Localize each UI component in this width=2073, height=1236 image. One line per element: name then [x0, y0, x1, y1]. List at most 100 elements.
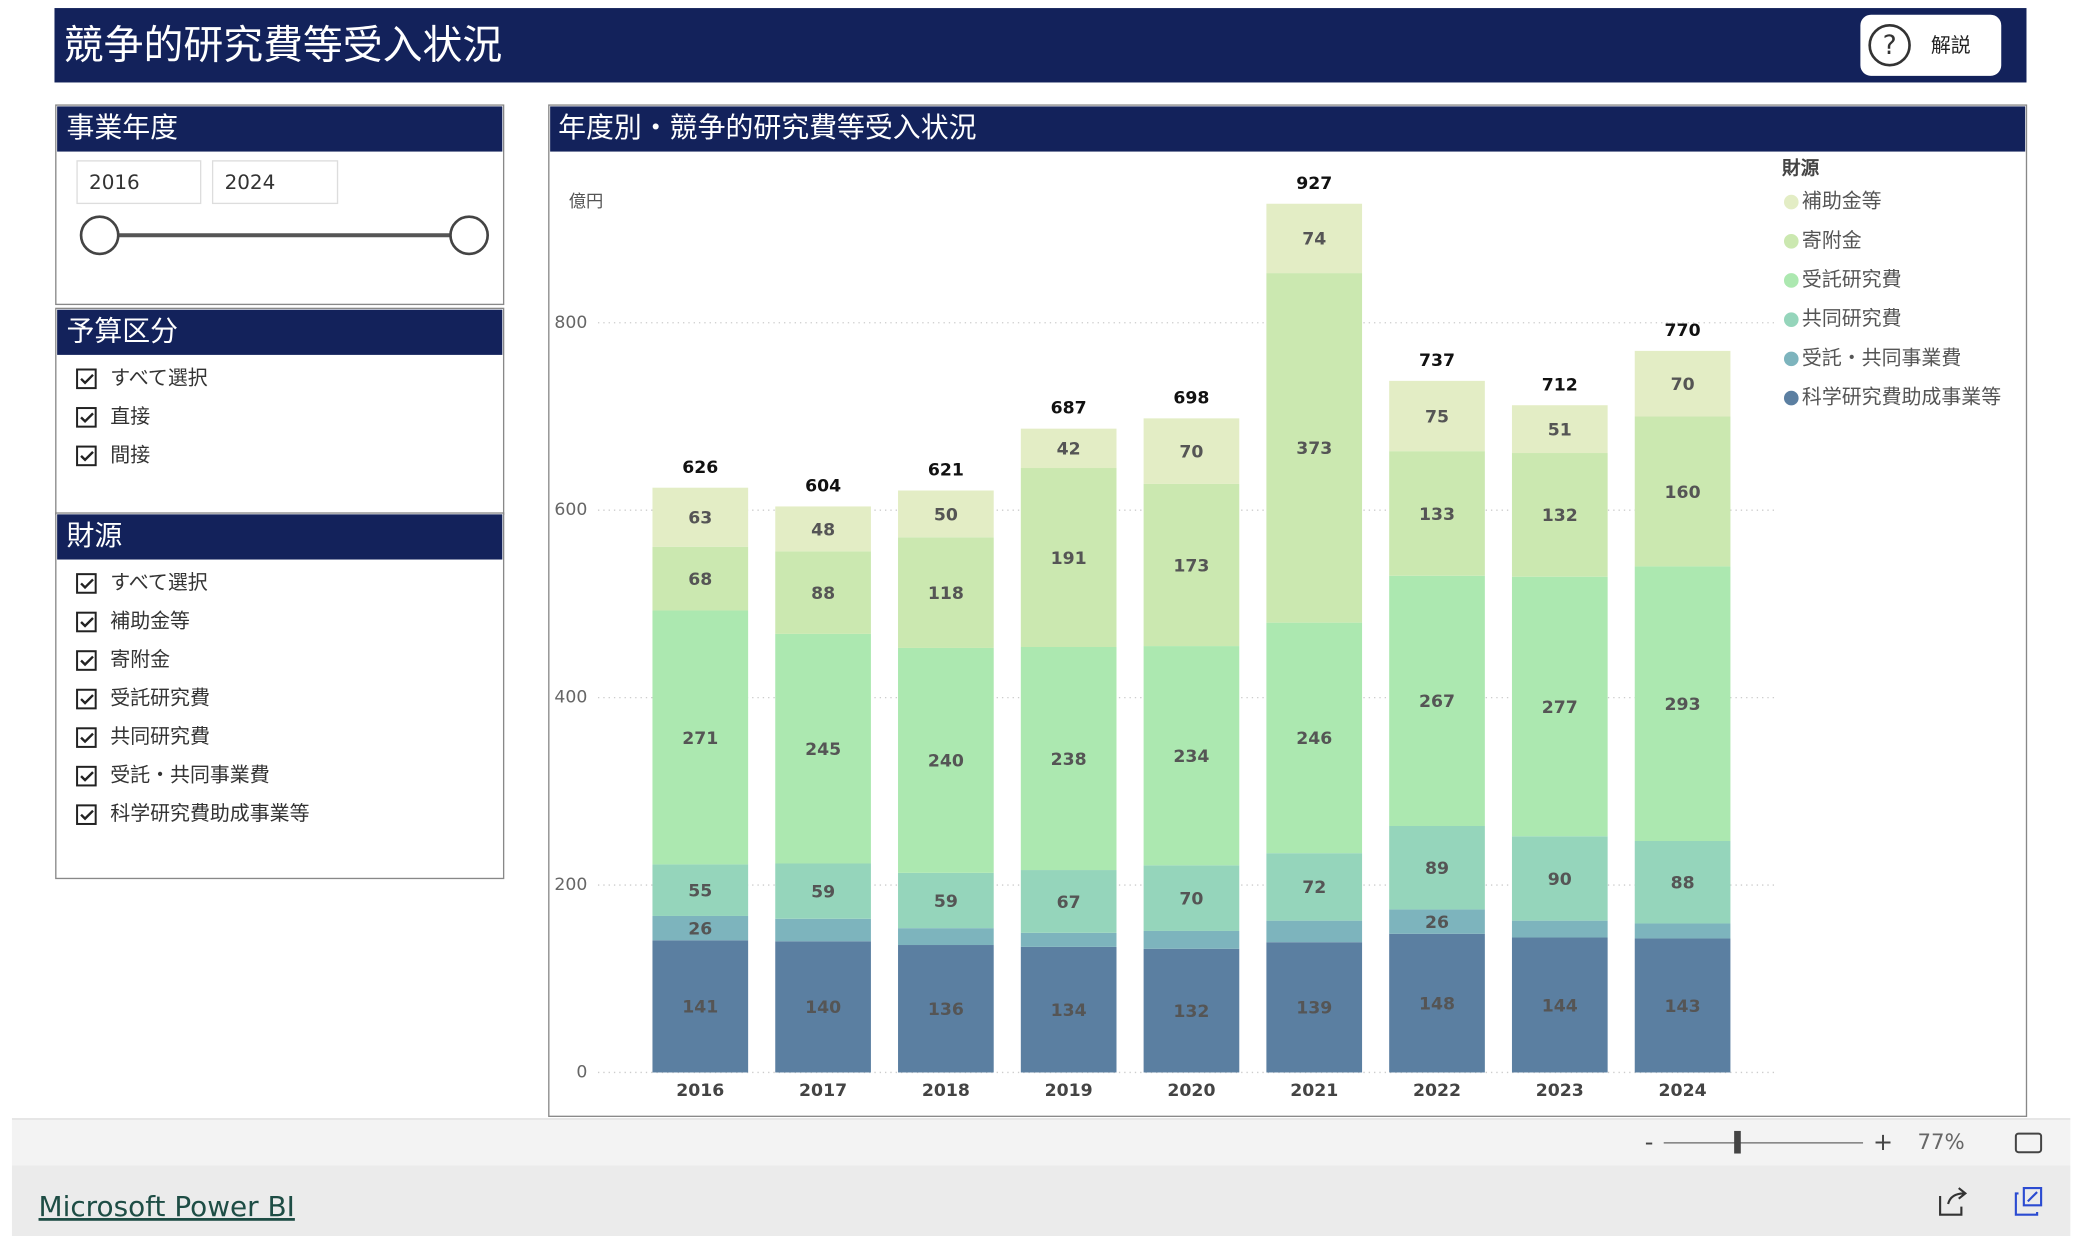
bar-segment [1266, 203, 1363, 274]
segment-label: 68 [688, 570, 712, 590]
checkbox[interactable] [76, 650, 97, 671]
fit-page-button[interactable] [2014, 1132, 2043, 1154]
legend-label[interactable]: 補助金等 [1802, 190, 1882, 213]
segment-label: 42 [1057, 440, 1081, 460]
legend-label[interactable]: 寄附金 [1802, 229, 1862, 252]
legend-label[interactable]: 科学研究費助成事業等 [1802, 386, 2001, 409]
bar-segment [1020, 946, 1117, 1073]
help-icon [1868, 24, 1911, 67]
bar-segment [1020, 932, 1117, 947]
checkbox[interactable] [76, 445, 97, 467]
x-tick-label: 2020 [1167, 1081, 1215, 1101]
bar-segment [1511, 920, 1608, 938]
share-button[interactable] [1939, 1187, 1968, 1216]
zoom-in[interactable]: + [1873, 1128, 1893, 1156]
checkmark [80, 809, 94, 821]
bar-segment [1020, 870, 1117, 933]
option-label[interactable]: 科学研究費助成事業等 [110, 802, 309, 825]
chart-header [550, 106, 2026, 152]
slicer-title: 予算区分 [66, 314, 178, 347]
total-label: 712 [1542, 375, 1578, 395]
year-from[interactable]: 2016 [89, 171, 140, 194]
bar-segment [1511, 576, 1608, 837]
checkbox[interactable] [76, 688, 97, 710]
report-title: 競争的研究費等受入状況 [64, 22, 502, 68]
checkmark [80, 655, 94, 667]
zoom-out[interactable]: - [1645, 1128, 1654, 1156]
x-tick-label: 2016 [676, 1081, 724, 1101]
option-label[interactable]: 受託・共同事業費 [110, 764, 269, 787]
segment-label: 70 [1671, 375, 1695, 395]
slider-handle[interactable] [449, 215, 490, 256]
option-label[interactable]: 補助金等 [110, 609, 190, 632]
checkbox[interactable] [76, 407, 97, 428]
option-label[interactable]: 直接 [110, 405, 150, 428]
bar-segment [652, 610, 749, 865]
x-tick-label: 2018 [922, 1081, 970, 1101]
checkbox[interactable] [76, 804, 97, 825]
zoom-thumb[interactable] [1734, 1130, 1741, 1154]
segment-label: 59 [934, 892, 958, 912]
segment-label: 191 [1051, 549, 1087, 569]
bar-segment [1634, 566, 1731, 841]
segment-label: 240 [928, 752, 964, 772]
bar-segment [652, 546, 749, 611]
segment-label: 246 [1296, 729, 1332, 749]
total-label: 770 [1665, 321, 1701, 341]
bar-segment [1634, 938, 1731, 1073]
slicer-header [57, 309, 503, 355]
checkbox[interactable] [76, 611, 97, 633]
year-to-input[interactable] [211, 160, 339, 205]
segment-label: 63 [688, 509, 712, 529]
checkbox[interactable] [76, 727, 97, 748]
segment-label: 139 [1296, 999, 1332, 1019]
year-to[interactable]: 2024 [225, 171, 276, 194]
bar-segment [1266, 622, 1363, 854]
legend-label[interactable]: 共同研究費 [1802, 307, 1902, 330]
footer-bar [11, 1165, 2071, 1236]
bar-segment [898, 537, 994, 648]
option-label[interactable]: すべて選択 [110, 366, 207, 389]
slider-handle[interactable] [79, 215, 120, 256]
x-tick-label: 2022 [1413, 1081, 1461, 1101]
legend-label[interactable]: 受託・共同事業費 [1802, 346, 1961, 369]
powerbi-link[interactable]: Microsoft Power BI [39, 1190, 295, 1223]
bar-segment [1020, 428, 1117, 469]
segment-label: 26 [688, 919, 712, 939]
bar-segment [775, 941, 871, 1073]
segment-label: 134 [1051, 1001, 1087, 1021]
segment-label: 75 [1425, 407, 1449, 427]
option-label[interactable]: 共同研究費 [110, 725, 210, 748]
bar-segment [775, 506, 871, 552]
popout-button[interactable] [2014, 1187, 2043, 1216]
legend-label[interactable]: 受託研究費 [1802, 268, 1902, 291]
year-from-input[interactable] [76, 160, 202, 205]
legend-marker [1783, 390, 1799, 406]
checkmark [80, 451, 94, 462]
checkbox[interactable] [76, 368, 97, 390]
option-label[interactable]: 寄附金 [110, 648, 170, 671]
bar-segment [775, 551, 871, 634]
help-label[interactable]: 解説 [1931, 34, 1971, 57]
checkmark [80, 373, 94, 385]
x-tick-label: 2017 [799, 1081, 847, 1101]
checkbox[interactable] [76, 765, 97, 787]
bar-segment [1143, 646, 1240, 866]
checkbox[interactable] [76, 573, 97, 594]
option-label[interactable]: すべて選択 [110, 571, 207, 594]
help-icon-mark: ? [1883, 30, 1897, 61]
bar-segment [1634, 350, 1731, 417]
segment-label: 267 [1419, 692, 1455, 712]
segment-label: 160 [1665, 483, 1701, 503]
segment-label: 88 [811, 584, 835, 604]
legend-title: 財源 [1782, 157, 1820, 179]
chart-title: 年度別・競争的研究費等受入状況 [558, 111, 976, 144]
bar-segment [1389, 933, 1485, 1073]
total-label: 687 [1051, 399, 1087, 419]
option-label[interactable]: 間接 [110, 443, 150, 466]
help-button[interactable] [1860, 14, 2002, 76]
bar-segment [1389, 380, 1485, 452]
option-label[interactable]: 受託研究費 [110, 687, 210, 710]
header-bar [54, 8, 2027, 83]
